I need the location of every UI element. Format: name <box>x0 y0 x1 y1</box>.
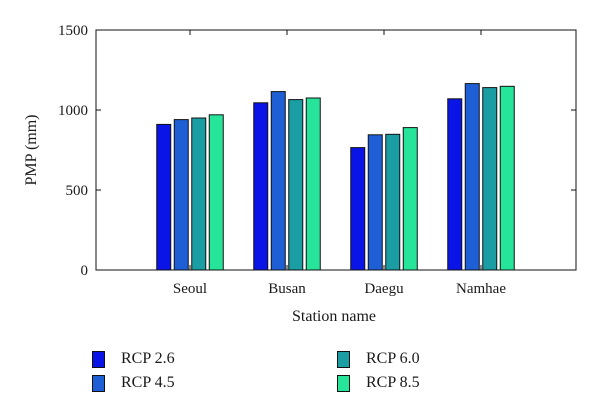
bar-namhae-4 <box>499 85 515 271</box>
y-tick-label: 1500 <box>58 23 88 39</box>
y-tick-label: 1000 <box>58 103 88 119</box>
bar-seoul-3 <box>191 117 207 271</box>
legend-item-rcp-6-0: RCP 6.0 <box>337 348 420 370</box>
y-tick-label: 0 <box>81 263 89 279</box>
legend-item-rcp-2-6: RCP 2.6 <box>92 348 175 370</box>
legend-label: RCP 4.5 <box>121 374 175 391</box>
y-axis-label: PMP (mm) <box>23 115 40 186</box>
bar-daegu-3 <box>385 133 401 271</box>
x-tick-label: Busan <box>268 281 306 297</box>
bar-namhae-2 <box>464 83 480 271</box>
bar-daegu-2 <box>367 134 383 271</box>
bar-busan-1 <box>253 102 269 271</box>
legend: RCP 2.6 RCP 4.5 RCP 6.0 RCP 8.5 <box>92 346 512 396</box>
bar-namhae-3 <box>482 87 498 271</box>
legend-item-rcp-8-5: RCP 8.5 <box>337 372 420 394</box>
legend-swatch <box>92 350 105 368</box>
bar-daegu-1 <box>350 147 366 271</box>
legend-swatch <box>337 374 350 392</box>
y-tick-label: 500 <box>66 183 89 199</box>
bar-seoul-4 <box>208 114 224 271</box>
bar-busan-3 <box>288 99 304 271</box>
bar-daegu-4 <box>402 127 418 271</box>
x-axis-label: Station name <box>292 308 376 325</box>
bar-seoul-1 <box>156 123 172 271</box>
legend-swatch <box>337 350 350 368</box>
bar-busan-4 <box>305 97 321 271</box>
legend-swatch <box>92 374 105 392</box>
bar-seoul-2 <box>173 119 189 271</box>
x-tick-label: Namhae <box>456 281 506 297</box>
bar-namhae-1 <box>447 98 463 271</box>
bar-busan-2 <box>270 91 286 271</box>
legend-label: RCP 2.6 <box>121 350 175 367</box>
x-tick-label: Seoul <box>173 281 207 297</box>
legend-label: RCP 8.5 <box>366 374 420 391</box>
x-tick-label: Daegu <box>364 281 404 297</box>
legend-label: RCP 6.0 <box>366 350 420 367</box>
legend-item-rcp-4-5: RCP 4.5 <box>92 372 175 394</box>
plot-frame <box>95 29 577 271</box>
